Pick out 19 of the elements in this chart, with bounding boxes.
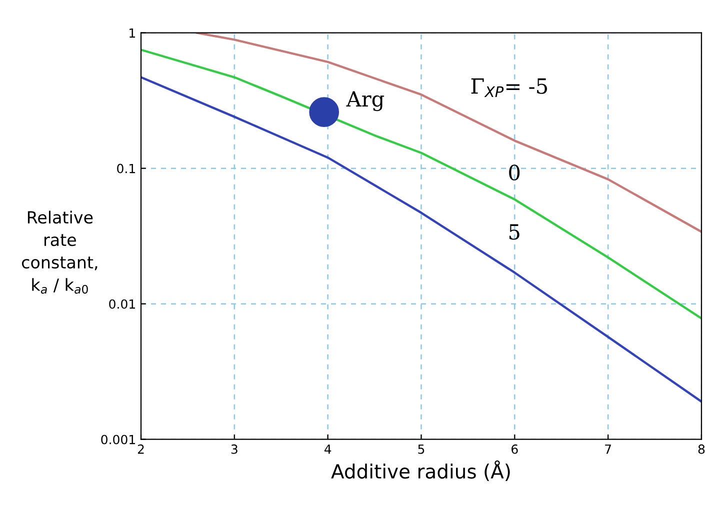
x-tick-label: 7 [605,444,611,454]
x-tick-label: 6 [512,444,518,454]
series-label: Γ$_{XP}$= -5 [471,78,547,98]
line-series [141,76,702,403]
y-tick-label: 0.001 [101,434,135,444]
line-series [141,48,702,320]
series-label: 0 [509,164,520,180]
x-tick-label: 4 [324,444,332,454]
y-tick-label: 1 [130,28,135,38]
y-axis-title: Relative rate constant, k$_{a}$ / k$_{a0}$ [22,210,98,294]
annotation: Arg [346,91,384,112]
y-tick-label: 0.01 [109,299,135,309]
x-tick-label: 5 [418,444,424,454]
x-tick-label: 3 [231,444,238,454]
x-axis-title: Additive radius (Å) [331,460,510,481]
x-tick-label: 2 [138,444,144,454]
series-label: 5 [509,224,520,240]
x-tick-label: 8 [698,444,705,454]
y-tick-label: 0.1 [117,164,135,174]
